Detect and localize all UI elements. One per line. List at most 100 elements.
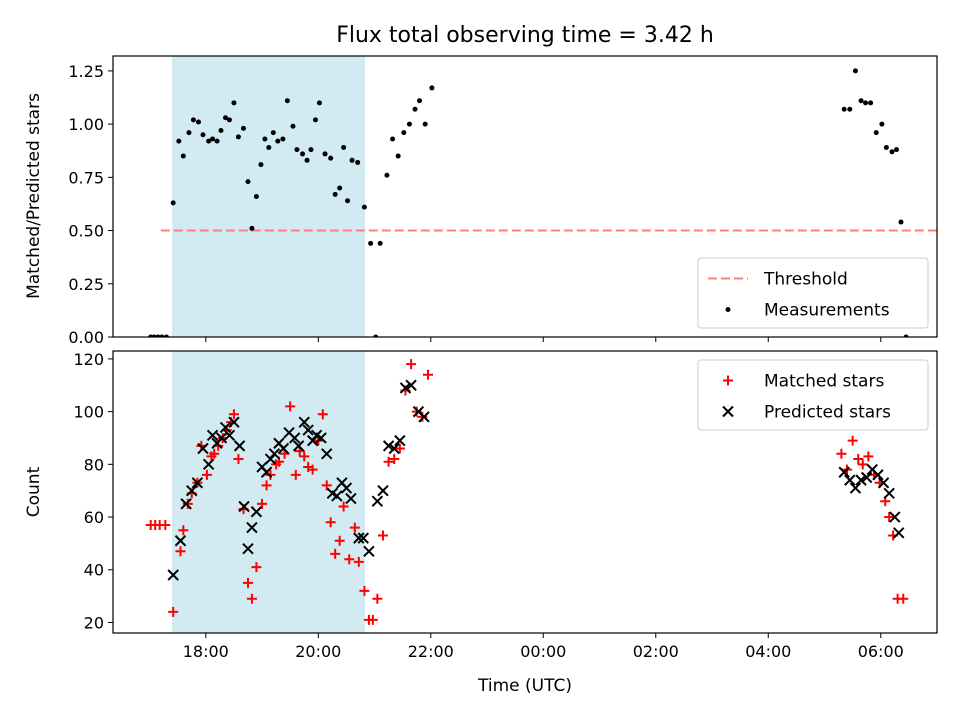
data-point xyxy=(853,454,864,465)
data-point xyxy=(390,136,396,142)
data-point xyxy=(151,334,157,337)
data-point xyxy=(330,548,341,559)
data-point xyxy=(290,469,301,480)
data-point xyxy=(325,517,336,528)
y-tick-label: 100 xyxy=(73,403,104,422)
data-point xyxy=(836,448,847,459)
x-tick-label: 06:00 xyxy=(858,642,904,661)
data-point xyxy=(219,421,232,434)
data-point xyxy=(233,440,246,452)
plot-area xyxy=(148,68,937,337)
data-point xyxy=(235,134,241,140)
data-point xyxy=(863,100,869,106)
data-point xyxy=(357,532,370,544)
y-tick-label: 20 xyxy=(84,613,104,632)
data-point xyxy=(372,593,383,604)
data-point xyxy=(322,151,328,157)
legend-key-marker xyxy=(725,307,731,312)
data-point xyxy=(417,98,423,104)
data-point xyxy=(222,115,228,121)
data-point xyxy=(847,435,858,446)
data-point xyxy=(238,500,250,513)
data-point xyxy=(168,606,179,617)
data-point xyxy=(178,525,189,536)
data-point xyxy=(226,117,232,123)
data-point xyxy=(894,147,900,153)
data-point xyxy=(395,153,401,159)
data-point xyxy=(872,469,884,481)
x-tick-label: 00:00 xyxy=(520,642,566,661)
data-point xyxy=(847,106,853,112)
data-point xyxy=(251,562,262,573)
legend-label: Measurements xyxy=(764,301,890,321)
x-tick-label: 20:00 xyxy=(295,642,341,661)
data-point xyxy=(304,157,310,163)
data-point xyxy=(316,100,322,106)
data-point xyxy=(328,155,334,161)
data-point xyxy=(302,424,314,436)
data-point xyxy=(245,179,251,185)
data-point xyxy=(406,359,417,370)
data-point xyxy=(418,411,430,423)
data-point xyxy=(288,432,301,444)
data-point xyxy=(317,409,328,420)
data-point xyxy=(163,334,169,337)
data-point xyxy=(176,138,182,144)
data-point xyxy=(863,451,874,462)
data-point xyxy=(852,68,858,74)
legend-label: Predicted stars xyxy=(764,403,891,423)
data-point xyxy=(275,138,281,144)
data-point xyxy=(312,117,318,123)
data-point xyxy=(389,454,400,465)
data-point xyxy=(228,409,239,420)
data-point xyxy=(383,456,394,467)
legend-box xyxy=(697,359,929,431)
data-point xyxy=(883,487,895,500)
y-tick-label: 0.00 xyxy=(68,328,104,347)
data-point xyxy=(406,121,412,127)
y-tick-label: 60 xyxy=(84,508,104,527)
data-point xyxy=(215,432,228,444)
legend-box xyxy=(697,257,929,329)
data-point xyxy=(246,593,257,604)
x-tick-label: 04:00 xyxy=(745,642,791,661)
data-point xyxy=(268,448,281,460)
data-point xyxy=(377,530,388,541)
data-point xyxy=(299,451,310,462)
data-point xyxy=(855,474,867,486)
data-point xyxy=(898,593,909,604)
data-point xyxy=(186,130,192,136)
data-point xyxy=(321,448,333,460)
y-tick-label: 80 xyxy=(84,455,104,474)
x-tick-label: 18:00 xyxy=(183,642,229,661)
data-point xyxy=(253,194,259,199)
data-point xyxy=(344,554,355,565)
data-point xyxy=(857,459,868,470)
data-point xyxy=(338,501,349,512)
data-point xyxy=(399,382,412,394)
data-point xyxy=(331,490,343,502)
series-predicted-stars xyxy=(167,379,905,581)
legend: Threshold Measurements xyxy=(697,257,929,329)
data-point xyxy=(332,191,338,197)
data-point xyxy=(180,153,186,159)
data-point xyxy=(394,434,406,447)
axes-frame xyxy=(112,350,938,634)
data-point xyxy=(893,527,905,539)
legend-key-marker xyxy=(723,375,733,386)
data-point xyxy=(355,159,361,165)
data-point xyxy=(266,145,272,151)
data-point xyxy=(334,535,345,546)
data-point xyxy=(363,545,375,558)
data-point xyxy=(223,429,236,442)
data-point xyxy=(233,454,244,465)
data-point xyxy=(186,484,198,497)
y-tick-label: 0.75 xyxy=(68,168,104,187)
data-point xyxy=(422,121,428,127)
data-point xyxy=(422,369,433,380)
x-axis-label: Time (UTC) xyxy=(477,676,572,696)
y-tick-label: 0.50 xyxy=(68,222,104,241)
data-point xyxy=(292,440,305,452)
data-point xyxy=(879,121,885,127)
data-point xyxy=(200,132,206,138)
